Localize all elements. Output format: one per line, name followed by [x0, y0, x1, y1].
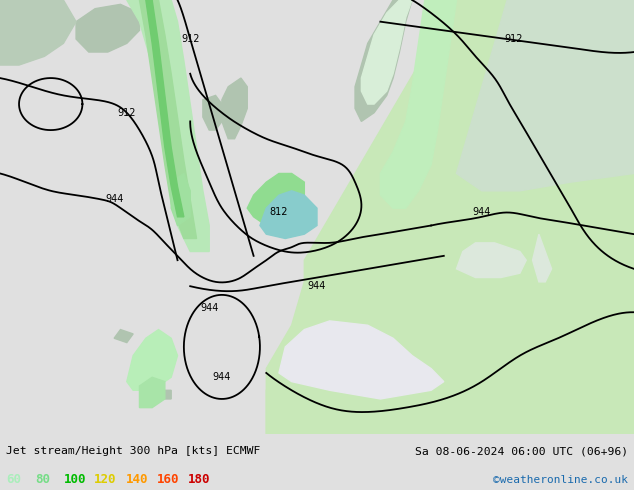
Polygon shape [127, 330, 178, 390]
Polygon shape [139, 377, 165, 408]
Text: 944: 944 [308, 281, 326, 291]
Polygon shape [127, 0, 209, 251]
Polygon shape [139, 0, 197, 239]
Polygon shape [266, 0, 634, 434]
Text: 100: 100 [63, 473, 86, 487]
Polygon shape [76, 4, 139, 52]
Polygon shape [456, 243, 526, 277]
Polygon shape [146, 0, 184, 217]
Text: 812: 812 [269, 207, 288, 218]
Text: 120: 120 [94, 473, 116, 487]
Text: 944: 944 [473, 207, 491, 218]
Text: 140: 140 [126, 473, 148, 487]
Text: 944: 944 [105, 195, 123, 204]
Polygon shape [260, 191, 317, 239]
Text: 80: 80 [35, 473, 50, 487]
Text: 180: 180 [188, 473, 210, 487]
Polygon shape [222, 78, 247, 139]
Polygon shape [203, 96, 222, 130]
Polygon shape [361, 0, 412, 104]
Text: Jet stream/Height 300 hPa [kts] ECMWF: Jet stream/Height 300 hPa [kts] ECMWF [6, 446, 261, 456]
Text: ©weatheronline.co.uk: ©weatheronline.co.uk [493, 475, 628, 485]
Polygon shape [355, 0, 412, 122]
Polygon shape [533, 234, 552, 282]
Text: 944: 944 [213, 372, 231, 382]
Polygon shape [380, 0, 456, 208]
Polygon shape [152, 390, 171, 399]
Text: 60: 60 [6, 473, 22, 487]
Polygon shape [171, 173, 190, 225]
Text: 912: 912 [181, 34, 200, 44]
Text: 912: 912 [504, 34, 523, 44]
Polygon shape [279, 321, 444, 399]
Polygon shape [114, 330, 133, 343]
Text: 160: 160 [157, 473, 179, 487]
Text: 912: 912 [117, 108, 136, 118]
Text: 944: 944 [200, 303, 218, 313]
Text: Sa 08-06-2024 06:00 UTC (06+96): Sa 08-06-2024 06:00 UTC (06+96) [415, 446, 628, 456]
Polygon shape [247, 173, 304, 225]
Polygon shape [456, 0, 634, 191]
Polygon shape [266, 382, 634, 434]
Polygon shape [0, 0, 76, 65]
